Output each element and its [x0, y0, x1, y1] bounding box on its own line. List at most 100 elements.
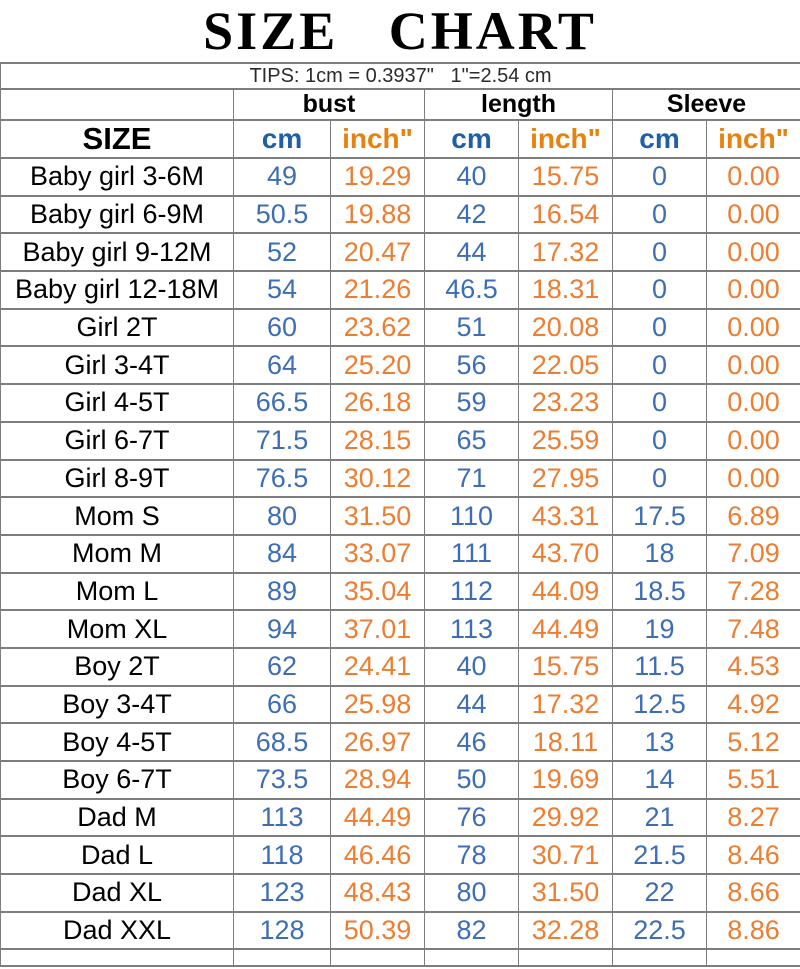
inch-value: 33.07 — [330, 533, 425, 574]
cm-value: 49 — [233, 157, 331, 197]
cm-value: 52 — [233, 232, 331, 273]
cm-value: 64 — [233, 345, 331, 386]
sleeve-inch-header: inch" — [705, 119, 800, 159]
table-row: Baby girl 6-9M 50.5 19.88 42 16.54 0 0.00 — [0, 194, 800, 235]
table-row: Baby girl 9-12M 52 20.47 44 17.32 0 0.00 — [0, 232, 800, 273]
size-label: Mom S — [0, 496, 234, 536]
cm-value: 68.5 — [233, 722, 331, 762]
size-label: Dad XXL — [0, 910, 234, 951]
inch-value: 25.59 — [518, 420, 613, 461]
size-label: Boy 6-7T — [0, 760, 234, 800]
table-row: Dad L 118 46.46 78 30.71 21.5 8.46 — [0, 835, 800, 876]
inch-value: 27.95 — [518, 458, 613, 499]
group-header-row: bust length Sleeve — [0, 88, 800, 121]
cm-value: 0 — [612, 458, 707, 499]
inch-value: 29.92 — [518, 797, 613, 838]
cm-value: 0 — [612, 232, 707, 273]
table-row: Boy 6-7T 73.5 28.94 50 19.69 14 5.51 — [0, 760, 800, 800]
inch-value: 18.11 — [518, 722, 613, 762]
table-row: Girl 8-9T 76.5 30.12 71 27.95 0 0.00 — [0, 458, 800, 499]
inch-value: 19.29 — [330, 157, 425, 197]
cm-value: 44 — [424, 232, 519, 273]
cm-value: 65 — [424, 420, 519, 461]
inch-value: 17.32 — [518, 684, 613, 725]
cm-value: 73.5 — [233, 760, 331, 800]
cm-value: 94 — [233, 609, 331, 649]
cm-value: 128 — [233, 910, 331, 951]
cm-value: 14 — [612, 760, 707, 800]
inch-value: 0.00 — [705, 307, 800, 348]
cm-value: 50.5 — [233, 194, 331, 235]
length-inch-header: inch" — [518, 119, 613, 159]
cm-value: 66.5 — [233, 383, 331, 423]
column-header-row: SIZE cm inch" cm inch" cm inch" — [0, 119, 800, 159]
bust-inch-header: inch" — [330, 119, 425, 159]
size-label: Dad XL — [0, 873, 234, 913]
inch-value: 26.18 — [330, 383, 425, 423]
size-label: Girl 3-4T — [0, 345, 234, 386]
empty-cell — [330, 948, 425, 968]
cm-value: 0 — [612, 420, 707, 461]
inch-value: 16.54 — [518, 194, 613, 235]
inch-value: 18.31 — [518, 270, 613, 310]
cm-value: 110 — [424, 496, 519, 536]
inch-value: 5.12 — [705, 722, 800, 762]
inch-value: 19.69 — [518, 760, 613, 800]
table-row: Girl 4-5T 66.5 26.18 59 23.23 0 0.00 — [0, 383, 800, 423]
inch-value: 5.51 — [705, 760, 800, 800]
cm-value: 18 — [612, 533, 707, 574]
empty-cell — [612, 948, 707, 968]
inch-value: 0.00 — [705, 420, 800, 461]
inch-value: 43.70 — [518, 533, 613, 574]
inch-value: 28.15 — [330, 420, 425, 461]
cm-value: 40 — [424, 646, 519, 687]
cm-value: 21 — [612, 797, 707, 838]
inch-value: 24.41 — [330, 646, 425, 687]
inch-value: 37.01 — [330, 609, 425, 649]
size-label: Girl 8-9T — [0, 458, 234, 499]
empty-cell — [233, 948, 331, 968]
cm-value: 0 — [612, 157, 707, 197]
table-row: Baby girl 12-18M 54 21.26 46.5 18.31 0 0.00 — [0, 270, 800, 310]
cm-value: 0 — [612, 307, 707, 348]
size-label: Boy 3-4T — [0, 684, 234, 725]
table-row: Mom L 89 35.04 112 44.09 18.5 7.28 — [0, 571, 800, 612]
inch-value: 7.28 — [705, 571, 800, 612]
size-label: Mom XL — [0, 609, 234, 649]
tips-note: TIPS: 1cm = 0.3937" 1"=2.54 cm — [0, 62, 800, 90]
size-chart-table: TIPS: 1cm = 0.3937" 1"=2.54 cm bust leng… — [0, 62, 800, 968]
inch-value: 19.88 — [330, 194, 425, 235]
inch-value: 0.00 — [705, 157, 800, 197]
inch-value: 0.00 — [705, 383, 800, 423]
inch-value: 7.48 — [705, 609, 800, 649]
size-label: Girl 4-5T — [0, 383, 234, 423]
cm-value: 66 — [233, 684, 331, 725]
cm-value: 50 — [424, 760, 519, 800]
inch-value: 20.08 — [518, 307, 613, 348]
cm-value: 0 — [612, 194, 707, 235]
table-row: Mom XL 94 37.01 113 44.49 19 7.48 — [0, 609, 800, 649]
size-label: Baby girl 9-12M — [0, 232, 234, 273]
inch-value: 23.23 — [518, 383, 613, 423]
cm-value: 118 — [233, 835, 331, 876]
cm-value: 59 — [424, 383, 519, 423]
size-label: Mom M — [0, 533, 234, 574]
cm-value: 18.5 — [612, 571, 707, 612]
size-label: Girl 6-7T — [0, 420, 234, 461]
size-label: Girl 2T — [0, 307, 234, 348]
inch-value: 25.20 — [330, 345, 425, 386]
table-row: Girl 6-7T 71.5 28.15 65 25.59 0 0.00 — [0, 420, 800, 461]
length-cm-header: cm — [424, 119, 519, 159]
inch-value: 21.26 — [330, 270, 425, 310]
cm-value: 11.5 — [612, 646, 707, 687]
size-column-header: SIZE — [0, 119, 234, 159]
inch-value: 7.09 — [705, 533, 800, 574]
cm-value: 71 — [424, 458, 519, 499]
inch-value: 50.39 — [330, 910, 425, 951]
empty-cell — [424, 948, 519, 968]
cm-value: 76.5 — [233, 458, 331, 499]
inch-value: 30.12 — [330, 458, 425, 499]
inch-value: 8.27 — [705, 797, 800, 838]
cm-value: 13 — [612, 722, 707, 762]
inch-value: 0.00 — [705, 194, 800, 235]
